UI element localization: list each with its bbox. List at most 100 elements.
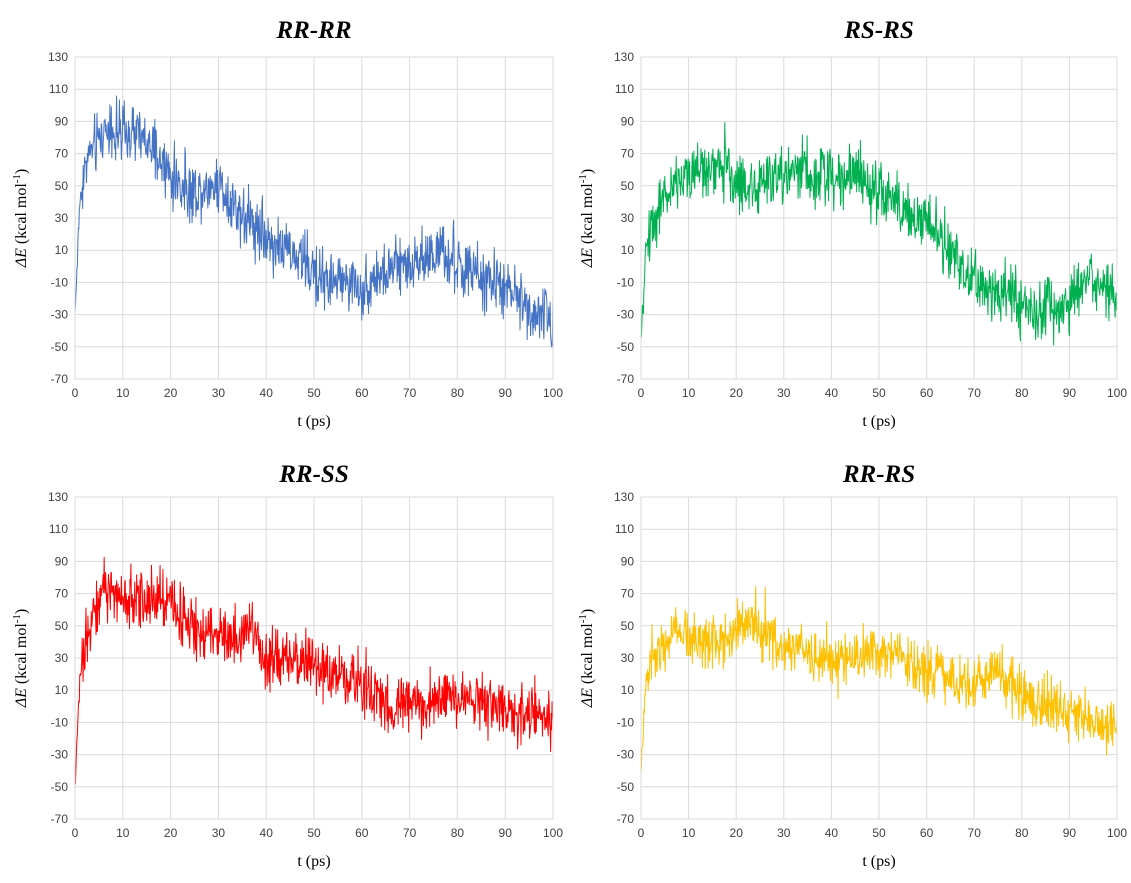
x-tick-label: 40: [825, 386, 839, 400]
x-tick-label: 80: [1015, 826, 1029, 840]
x-tick-label: 40: [260, 386, 274, 400]
x-tick-label: 40: [260, 826, 274, 840]
x-axis-label: t (ps): [862, 853, 895, 870]
x-tick-label: 90: [499, 386, 513, 400]
y-tick-label: 110: [49, 522, 68, 536]
y-tick-label: 130: [614, 50, 634, 64]
y-tick-label: 50: [55, 179, 69, 193]
y-tick-label: -30: [51, 308, 69, 322]
y-tick-label: 110: [615, 522, 634, 536]
y-tick-label: 30: [621, 651, 635, 665]
y-axis-unit: (kcal mol: [579, 623, 596, 684]
y-tick-label: 50: [621, 179, 635, 193]
y-tick-label: -30: [617, 748, 635, 762]
x-tick-label: 60: [355, 826, 369, 840]
x-tick-label: 70: [968, 386, 982, 400]
x-tick-label: 10: [682, 386, 696, 400]
y-axis-label: ΔE (kcal mol-1): [577, 169, 596, 269]
y-tick-label: -50: [617, 780, 635, 794]
series-line: [640, 585, 1118, 773]
series-line: [74, 556, 554, 785]
x-tick-label: 60: [920, 826, 934, 840]
series-line: [74, 95, 554, 348]
x-tick-label: 60: [920, 386, 934, 400]
y-tick-label: 90: [621, 114, 635, 128]
y-axis-symbol: ΔE: [579, 688, 596, 708]
x-tick-label: 0: [638, 386, 645, 400]
y-axis-unit: (kcal mol: [579, 183, 596, 244]
y-tick-label: -50: [617, 340, 635, 354]
x-tick-label: 50: [872, 826, 886, 840]
y-axis-unit-superscript: -1: [11, 614, 23, 623]
y-tick-label: 10: [621, 243, 635, 257]
y-tick-label: 30: [55, 651, 69, 665]
y-tick-label: 130: [48, 490, 68, 504]
x-tick-label: 10: [116, 826, 130, 840]
x-tick-label: 50: [872, 386, 886, 400]
plot-area: [640, 496, 1118, 820]
y-axis-unit-superscript: -1: [577, 174, 589, 183]
series-line: [640, 122, 1118, 346]
y-tick-label: -10: [51, 715, 69, 729]
chart-panel-rr-rr: -70 -50 -30 -10 10 30 50 70 90 110 130 0 10 20 30 40 50 6…: [11, 17, 563, 430]
x-axis-label: t (ps): [297, 853, 330, 870]
x-tick-label: 90: [499, 826, 513, 840]
y-axis-unit: (kcal mol: [13, 623, 30, 684]
x-tick-label: 0: [72, 386, 79, 400]
y-tick-label: 130: [614, 490, 634, 504]
plot-area: [640, 56, 1118, 380]
y-tick-label: -10: [51, 275, 69, 289]
x-tick-label: 90: [1063, 386, 1077, 400]
y-axis-symbol: ΔE: [13, 248, 30, 268]
y-tick-label: -70: [617, 372, 635, 386]
y-tick-label: 70: [621, 587, 635, 601]
y-axis-label: ΔE (kcal mol-1): [11, 609, 30, 709]
y-tick-label: 110: [615, 82, 634, 96]
plot-area: [74, 56, 554, 380]
chart-panel-rr-rs: -70 -50 -30 -10 10 30 50 70 90 110 130 0 10 20 30 40 50 6…: [577, 461, 1127, 870]
y-axis-label: ΔE (kcal mol-1): [577, 609, 596, 709]
y-axis-symbol: ΔE: [13, 688, 30, 708]
x-tick-label: 80: [1015, 386, 1029, 400]
y-axis-unit-superscript: -1: [577, 614, 589, 623]
y-tick-label: -70: [51, 372, 69, 386]
y-tick-label: -70: [617, 812, 635, 826]
x-tick-label: 20: [730, 826, 744, 840]
x-tick-label: 100: [1107, 826, 1127, 840]
chart-title: RR-RS: [842, 461, 915, 488]
x-tick-label: 50: [307, 386, 321, 400]
y-tick-label: -10: [617, 275, 635, 289]
x-tick-label: 20: [164, 386, 178, 400]
x-tick-label: 30: [777, 826, 791, 840]
y-axis-unit: (kcal mol: [13, 183, 30, 244]
x-axis-label: t (ps): [862, 413, 895, 430]
x-tick-label: 70: [403, 826, 417, 840]
x-axis-label: t (ps): [297, 413, 330, 430]
chart-title: RS-RS: [843, 17, 913, 44]
x-tick-label: 80: [451, 826, 465, 840]
y-tick-label: 110: [49, 82, 68, 96]
y-axis-symbol: ΔE: [579, 248, 596, 268]
y-tick-label: 50: [55, 619, 69, 633]
gridlines: [74, 56, 554, 380]
y-axis-unit-superscript: -1: [11, 174, 23, 183]
x-tick-label: 20: [164, 826, 178, 840]
x-tick-label: 10: [116, 386, 130, 400]
x-tick-label: 0: [72, 826, 79, 840]
x-tick-label: 40: [825, 826, 839, 840]
x-tick-label: 10: [682, 826, 696, 840]
x-tick-label: 80: [451, 386, 465, 400]
y-tick-label: 70: [55, 587, 69, 601]
y-tick-label: 10: [621, 683, 635, 697]
chart-panel-rr-ss: -70 -50 -30 -10 10 30 50 70 90 110 130 0 10 20 30 40 50 6…: [11, 461, 563, 870]
x-tick-label: 70: [968, 826, 982, 840]
gridlines: [74, 496, 554, 820]
x-tick-label: 30: [777, 386, 791, 400]
x-tick-label: 30: [212, 826, 226, 840]
y-tick-label: 70: [621, 147, 635, 161]
x-tick-label: 100: [1107, 386, 1127, 400]
y-tick-label: -50: [51, 780, 69, 794]
y-tick-label: 90: [55, 114, 69, 128]
y-axis-unit-close: ): [579, 169, 596, 174]
